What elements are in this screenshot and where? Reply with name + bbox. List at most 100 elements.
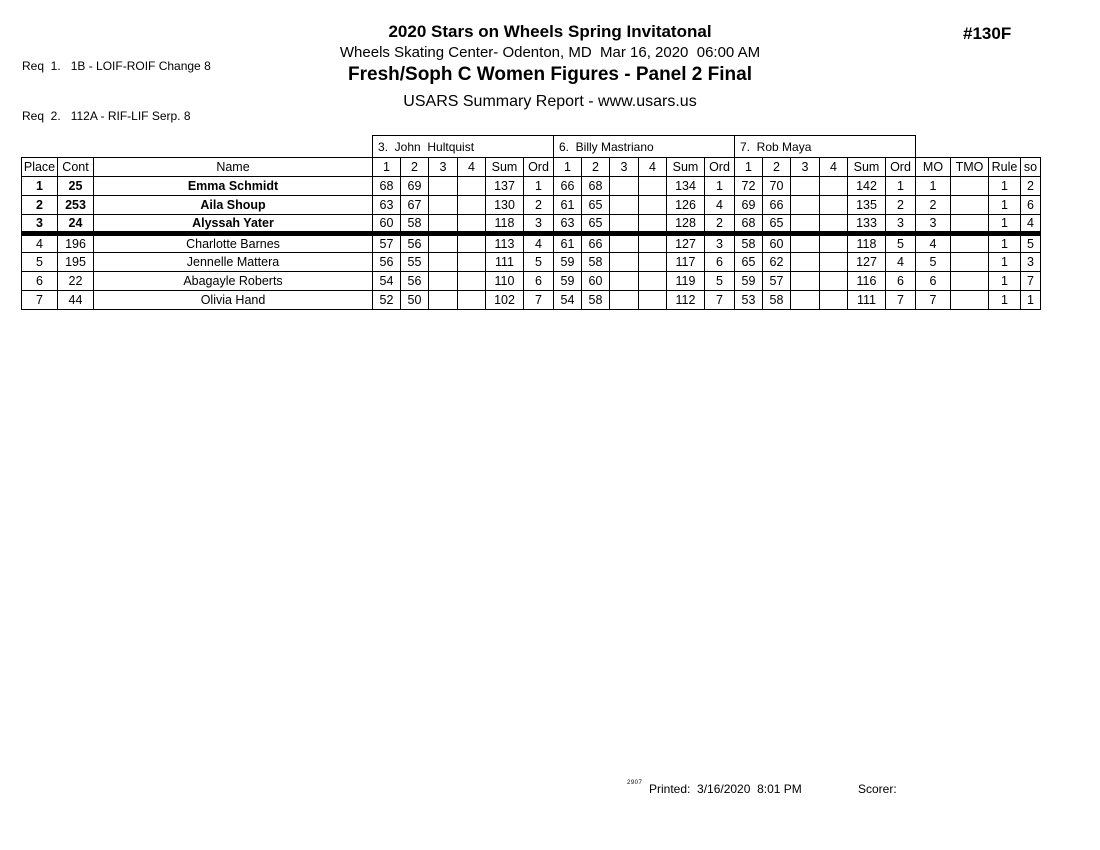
judge-1-sum-cell: 130 (485, 195, 524, 215)
judge-3-ordinal-cell: 6 (885, 271, 916, 291)
judge-2-score-3-cell (609, 252, 639, 272)
judge-1-score-2-cell: 67 (400, 195, 429, 215)
result-row: 7 44 Olivia Hand 52 50 102 7 54 58 112 7 53 58 111 7 7 1… (21, 290, 1041, 310)
rule-cell: 1 (988, 252, 1021, 272)
rule-cell: 1 (988, 176, 1021, 196)
judge-3-score-2-cell: 57 (762, 271, 791, 291)
judge-2-score-3-cell (609, 290, 639, 310)
judge-3-sum-cell: 127 (847, 252, 886, 272)
judge-header-spacer-right (916, 136, 1041, 158)
column-header-row: Place Cont Name 1 2 3 4 Sum Ord 1 2 3 4 … (21, 157, 1041, 177)
judge-2-ordinal-cell: 6 (704, 252, 735, 272)
result-row: 1 25 Emma Schmidt 68 69 137 1 66 68 134 1 72 70 142 1 1… (21, 176, 1041, 196)
judge-3-sum-cell: 116 (847, 271, 886, 291)
judge-3-sum-cell: 142 (847, 176, 886, 196)
scorer-label: Scorer: (858, 782, 897, 796)
judge-3-header: 7. Rob Maya (734, 135, 916, 158)
col-header-cont: Cont (57, 157, 94, 177)
judge-2-score-1-cell: 59 (553, 271, 582, 291)
event-title: Fresh/Soph C Women Figures - Panel 2 Fin… (348, 64, 752, 85)
contestant-number-cell: 25 (57, 176, 94, 196)
skater-name-cell: Abagayle Roberts (93, 271, 373, 291)
judge-3-score-1-cell: 68 (734, 214, 763, 234)
so-cell: 6 (1020, 195, 1041, 215)
results-table-body: 1 25 Emma Schmidt 68 69 137 1 66 68 134 1 72 70 142 1 1… (21, 176, 1041, 310)
judge-3-score-3-cell (790, 290, 820, 310)
tmo-cell (950, 231, 989, 253)
judge-1-score-1-cell: 68 (372, 176, 401, 196)
judge-3-sum-cell: 135 (847, 195, 886, 215)
result-row: 4 196 Charlotte Barnes 57 56 113 4 61 66 127 3 58 60… (21, 231, 1041, 253)
result-row: 3 24 Alyssah Yater 60 58 118 3 63 65 128 2 68 65 133 3… (21, 214, 1041, 234)
judge-2-score-4-cell (638, 252, 667, 272)
judge-1-score-4-cell (457, 290, 486, 310)
judge-2-score-3-cell (609, 271, 639, 291)
judge-2-score-2-cell: 65 (581, 195, 610, 215)
result-row: 6 22 Abagayle Roberts 54 56 110 6 59 60 119 5 59 57 1… (21, 271, 1041, 291)
majority-ordinal-cell: 3 (915, 214, 951, 234)
contestant-number-cell: 24 (57, 214, 94, 234)
judge-3-score-1-cell: 58 (734, 231, 763, 253)
col-header-j2-ord: Ord (704, 157, 735, 177)
contestant-number-cell: 195 (57, 252, 94, 272)
judge-3-score-1-cell: 69 (734, 195, 763, 215)
judge-3-score-2-cell: 70 (762, 176, 791, 196)
col-header-j3-2: 2 (762, 157, 791, 177)
rule-cell: 1 (988, 231, 1021, 253)
tmo-cell (950, 290, 989, 310)
requirements-block: Req 1. 1B - LOIF-ROIF Change 8 Req 2. 11… (22, 25, 211, 157)
col-header-j3-sum: Sum (847, 157, 886, 177)
result-row: 5 195 Jennelle Mattera 56 55 111 5 59 58 117 6 65 62… (21, 252, 1041, 272)
judge-2-score-2-cell: 65 (581, 214, 610, 234)
judge-3-score-1-cell: 53 (734, 290, 763, 310)
judge-header-spacer-left (22, 136, 373, 158)
judge-2-ordinal-cell: 7 (704, 290, 735, 310)
judge-3-sum-cell: 133 (847, 214, 886, 234)
competition-title: 2020 Stars on Wheels Spring Invitatonal (388, 22, 712, 41)
judge-1-score-1-cell: 52 (372, 290, 401, 310)
col-header-j3-ord: Ord (885, 157, 916, 177)
judge-3-ordinal-cell: 3 (885, 214, 916, 234)
judge-1-score-4-cell (457, 195, 486, 215)
req-line-1: Req 1. 1B - LOIF-ROIF Change 8 (22, 59, 211, 73)
col-header-j3-1: 1 (734, 157, 763, 177)
col-header-name: Name (93, 157, 373, 177)
col-header-j2-1: 1 (553, 157, 582, 177)
judge-3-score-1-cell: 72 (734, 176, 763, 196)
col-header-j3-4: 4 (819, 157, 848, 177)
judge-3-score-1-cell: 65 (734, 252, 763, 272)
judge-1-score-2-cell: 56 (400, 271, 429, 291)
judge-1-ordinal-cell: 7 (523, 290, 554, 310)
judge-3-score-3-cell (790, 271, 820, 291)
col-header-j1-sum: Sum (485, 157, 524, 177)
result-row: 2 253 Aila Shoup 63 67 130 2 61 65 126 4 69 66 135 2 2 1… (21, 195, 1041, 215)
judge-2-score-2-cell: 60 (581, 271, 610, 291)
col-header-j2-3: 3 (609, 157, 639, 177)
contestant-number-cell: 22 (57, 271, 94, 291)
judge-2-sum-cell: 127 (666, 231, 705, 253)
judge-3-score-4-cell (819, 176, 848, 196)
judge-3-score-4-cell (819, 195, 848, 215)
report-header: 2020 Stars on Wheels Spring Invitatonal … (0, 22, 1100, 113)
judge-1-sum-cell: 137 (485, 176, 524, 196)
judge-1-sum-cell: 113 (485, 231, 524, 253)
judge-1-score-4-cell (457, 252, 486, 272)
judge-2-score-1-cell: 59 (553, 252, 582, 272)
judge-2-score-3-cell (609, 214, 639, 234)
judge-3-score-3-cell (790, 176, 820, 196)
rule-cell: 1 (988, 290, 1021, 310)
col-header-j1-1: 1 (372, 157, 401, 177)
skater-name-cell: Aila Shoup (93, 195, 373, 215)
judge-2-ordinal-cell: 4 (704, 195, 735, 215)
judge-1-score-1-cell: 56 (372, 252, 401, 272)
judge-2-sum-cell: 128 (666, 214, 705, 234)
col-header-j2-2: 2 (581, 157, 610, 177)
majority-ordinal-cell: 7 (915, 290, 951, 310)
judge-1-sum-cell: 111 (485, 252, 524, 272)
judge-3-score-4-cell (819, 214, 848, 234)
so-cell: 5 (1020, 231, 1041, 253)
col-header-mo: MO (915, 157, 951, 177)
col-header-so: so (1020, 157, 1041, 177)
tmo-cell (950, 252, 989, 272)
event-number: #130F (963, 24, 1012, 43)
